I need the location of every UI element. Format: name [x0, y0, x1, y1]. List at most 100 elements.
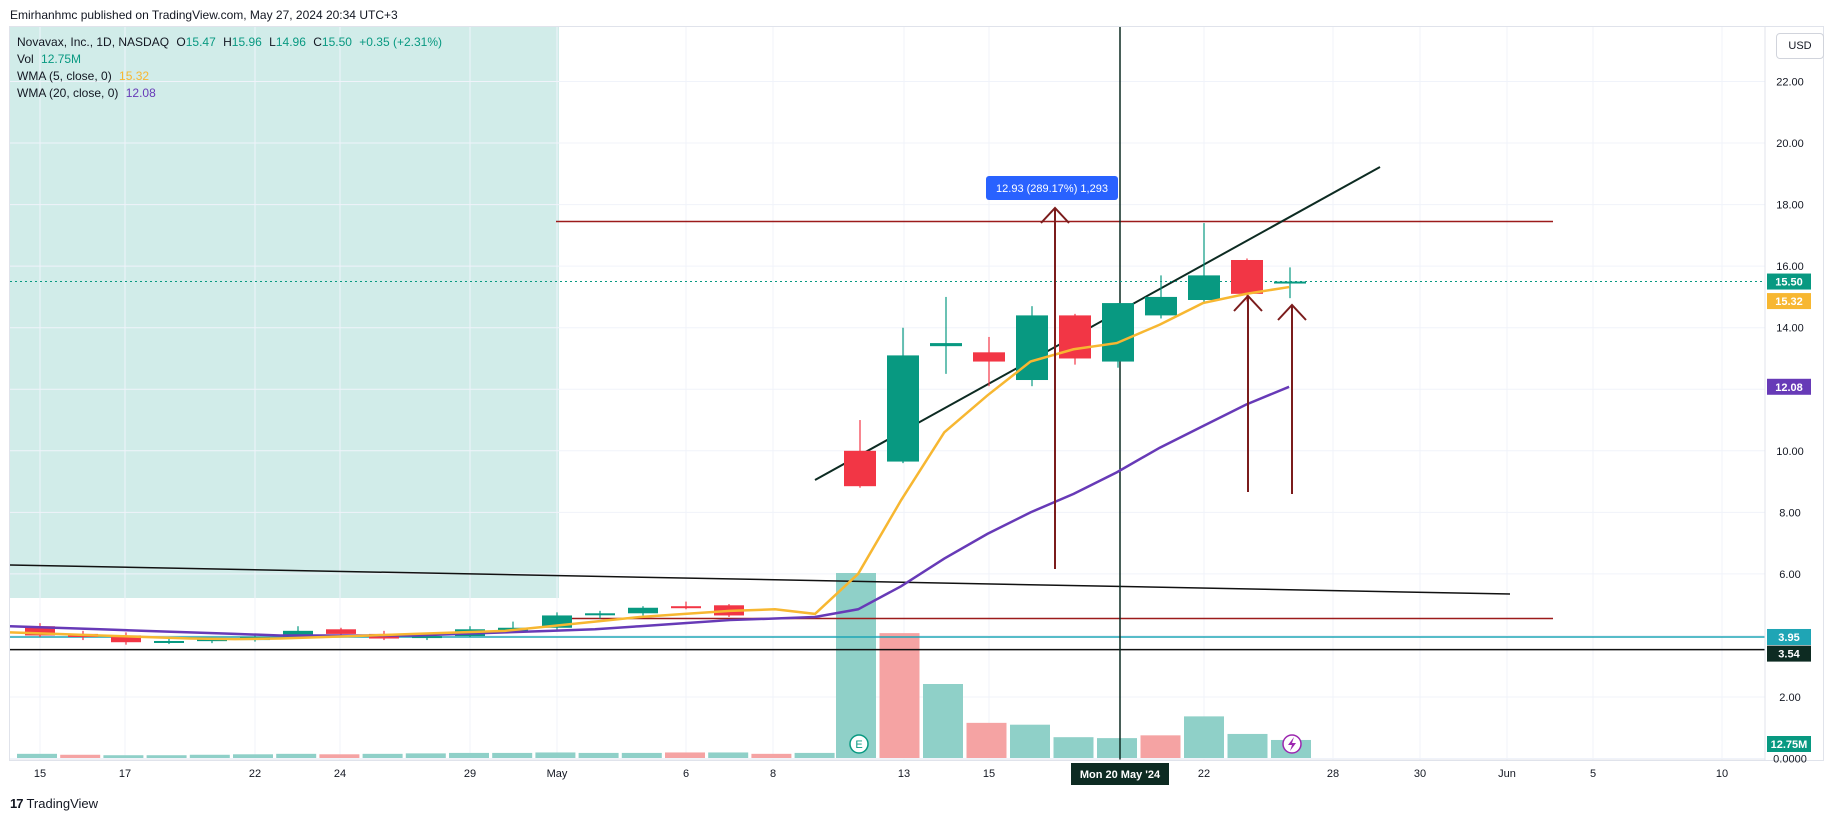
y-tick-label: 20.00 — [1776, 138, 1804, 150]
price-label-text: 12.75M — [1771, 739, 1808, 751]
candle-body — [326, 629, 356, 634]
x-tick-label: 24 — [334, 768, 346, 780]
ohlc-close: C15.50 — [313, 35, 352, 49]
candle-body — [844, 450, 876, 487]
price-label-15.50: 15.50 — [1767, 273, 1811, 290]
price-label-12.08: 12.08 — [1767, 378, 1811, 395]
x-tick-label: 15 — [34, 768, 46, 780]
symbol-title[interactable]: Novavax, Inc., 1D, NASDAQ — [17, 35, 170, 49]
volume-bar — [665, 752, 705, 758]
volume-bar — [836, 573, 876, 758]
candle-body — [154, 640, 184, 643]
x-tick-label: 5 — [1590, 768, 1596, 780]
wma20-label: WMA (20, close, 0) — [17, 86, 119, 100]
tradingview-logo[interactable]: 17 TradingView — [10, 796, 98, 811]
up-arrow-1-head — [1233, 294, 1263, 312]
volume-bar — [751, 753, 792, 758]
price-label-bg — [1767, 293, 1811, 310]
crosshair-date-text: Mon 20 May '24 — [1080, 769, 1161, 781]
volume-bar — [319, 754, 360, 758]
earnings-icon-circle — [849, 734, 869, 754]
candle-body — [412, 636, 442, 639]
legend-ohlc-row[interactable]: Novavax, Inc., 1D, NASDAQ O15.47 H15.96 … — [17, 34, 442, 51]
trend-line-down — [9, 564, 1511, 595]
candle-body — [1231, 259, 1263, 294]
candle-body — [930, 343, 962, 347]
measure-label-bg — [986, 176, 1118, 200]
volume-bar — [449, 752, 489, 758]
candle-body — [973, 352, 1005, 362]
volume-bar — [794, 752, 835, 758]
y-tick-label: 2.00 — [1779, 692, 1800, 704]
x-tick-label: 22 — [249, 768, 261, 780]
price-label-3.95: 3.95 — [1767, 628, 1811, 645]
price-label-bg — [1767, 273, 1811, 290]
candle-body — [1145, 296, 1177, 316]
volume-bar — [1010, 724, 1050, 758]
volume-bar — [276, 753, 317, 758]
volume-bar — [189, 754, 230, 758]
x-tick-label: 30 — [1414, 768, 1426, 780]
price-label-bg — [1767, 736, 1811, 752]
measure-label: 12.93 (289.17%) 1,293 — [986, 176, 1118, 200]
earnings-icon-text: E — [855, 739, 862, 751]
ohlc-low: L14.96 — [269, 35, 306, 49]
ohlc-change: +0.35 (+2.31%) — [359, 35, 443, 49]
x-tick-label: 28 — [1327, 768, 1339, 780]
price-label-bg — [1767, 645, 1811, 662]
y-tick-label: 18.00 — [1776, 200, 1804, 212]
price-label-text: 3.54 — [1778, 649, 1800, 661]
ohlc-open: O15.47 — [176, 35, 216, 49]
crosshair-date-bg — [1071, 763, 1169, 785]
ohlc-high: H15.96 — [223, 35, 262, 49]
price-label-text: 15.50 — [1775, 277, 1803, 289]
legend-wma20-row[interactable]: WMA (20, close, 0) 12.08 — [17, 85, 442, 102]
x-tick-label: 17 — [119, 768, 131, 780]
candle-body — [1274, 281, 1306, 284]
price-label-text: 12.08 — [1775, 382, 1803, 394]
x-tick-label: 29 — [464, 768, 476, 780]
x-tick-label: 8 — [770, 768, 776, 780]
volume-bar — [1140, 735, 1181, 758]
wma5-line — [9, 285, 1290, 641]
candle-body — [283, 630, 313, 637]
y-tick-label: 10.00 — [1776, 446, 1804, 458]
measure-arrow-head — [1040, 206, 1070, 224]
publish-header: Emirhanhmc published on TradingView.com,… — [10, 8, 398, 22]
volume-bar — [621, 752, 662, 758]
wma20-value: 12.08 — [125, 86, 156, 100]
candle-body — [1102, 303, 1134, 362]
flash-icon — [1282, 734, 1302, 754]
price-label-bg — [1767, 628, 1811, 645]
x-tick-label: 15 — [983, 768, 995, 780]
volume-bar — [535, 752, 576, 758]
y-tick-label: 6.00 — [1779, 569, 1800, 581]
candle-body — [1188, 275, 1220, 301]
up-arrow-2-head — [1277, 303, 1307, 321]
volume-bar — [492, 752, 533, 758]
history-shade — [10, 27, 559, 598]
y-tick-label: 8.00 — [1779, 507, 1800, 519]
volume-bar — [146, 755, 187, 758]
candle-body — [671, 606, 701, 609]
earnings-icon: E — [849, 734, 869, 754]
volume-bar — [708, 752, 749, 758]
y-tick-label: 22.00 — [1776, 77, 1804, 89]
price-label-text: 15.32 — [1775, 296, 1803, 308]
volume-bar — [578, 752, 619, 758]
volume-bar — [1227, 733, 1268, 758]
candle-body — [197, 639, 227, 642]
wma5-value: 15.32 — [119, 69, 150, 83]
legend-volume-row[interactable]: Vol 12.75M — [17, 51, 442, 68]
price-label-12.75M: 12.75M — [1767, 736, 1811, 752]
candle-body — [25, 626, 55, 636]
x-tick-label: 22 — [1198, 768, 1210, 780]
currency-button[interactable]: USD — [1776, 33, 1824, 59]
y-tick-label: 14.00 — [1776, 323, 1804, 335]
price-label-15.32: 15.32 — [1767, 293, 1811, 310]
volume-bar — [17, 753, 57, 758]
x-tick-label: Jun — [1498, 768, 1516, 780]
legend-wma5-row[interactable]: WMA (5, close, 0) 15.32 — [17, 68, 442, 85]
volume-bar — [405, 753, 446, 758]
